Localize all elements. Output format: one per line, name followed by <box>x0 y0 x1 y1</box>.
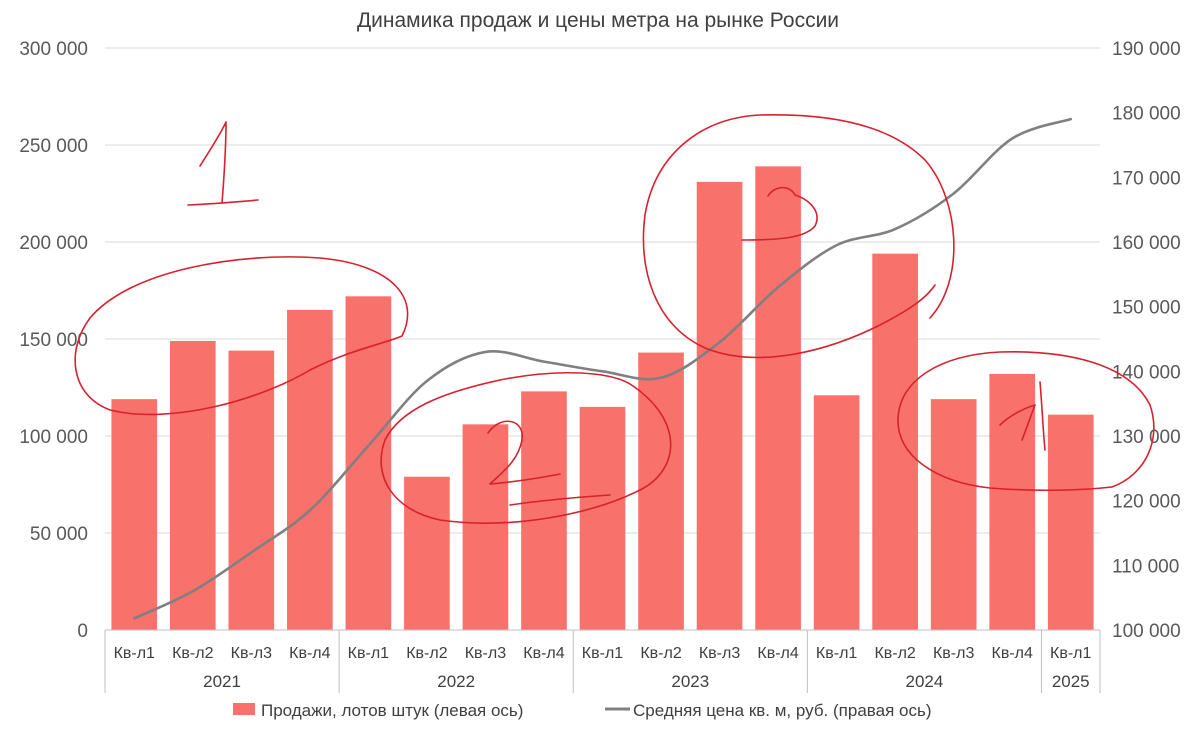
sales-bar <box>1047 414 1094 630</box>
left-tick-label: 300 000 <box>19 39 88 60</box>
bars <box>111 166 1094 631</box>
year-label: 2023 <box>671 672 709 691</box>
annotation-digit-4 <box>999 381 1046 451</box>
category-label: Кв-л1 <box>114 645 155 662</box>
legend: Продажи, лотов штук (левая ось) Средняя ц… <box>233 701 931 720</box>
category-label: Кв-л1 <box>348 645 389 662</box>
category-label: Кв-л4 <box>992 645 1033 662</box>
sales-bar <box>638 352 684 630</box>
right-tick-label: 190 000 <box>1112 39 1181 60</box>
category-label: Кв-л3 <box>465 645 506 662</box>
category-label: Кв-л3 <box>933 645 974 662</box>
right-tick-label: 180 000 <box>1112 104 1181 125</box>
category-label: Кв-л3 <box>699 645 740 662</box>
sales-bar <box>872 253 918 630</box>
right-axis: 100 000 110 000 120 000 130 000 140 000 150 0… <box>1112 39 1181 642</box>
annotation-oval-1 <box>74 256 409 416</box>
right-tick-label: 150 000 <box>1112 298 1181 319</box>
category-label: Кв-л2 <box>874 645 915 662</box>
year-label: 2022 <box>437 672 475 691</box>
category-label: Кв-л3 <box>231 645 272 662</box>
annotation-oval-2 <box>380 371 672 524</box>
right-tick-label: 160 000 <box>1112 233 1181 254</box>
legend-label-price: Средняя цена кв. м, руб. (правая ось) <box>633 701 931 720</box>
category-label: Кв-л2 <box>640 645 681 662</box>
year-label: 2025 <box>1052 672 1090 691</box>
left-tick-label: 200 000 <box>19 233 88 254</box>
legend-label-sales: Продажи, лотов штук (левая ось) <box>261 701 523 720</box>
left-axis: 0 50 000 100 000 150 000 200 000 250 000 300 0… <box>19 39 88 642</box>
annotation-digit-1 <box>187 121 259 206</box>
right-tick-label: 120 000 <box>1112 492 1181 513</box>
left-tick-label: 50 000 <box>30 524 88 545</box>
category-label: Кв-л1 <box>1050 645 1091 662</box>
sales-bar <box>696 181 743 631</box>
sales-bar <box>287 309 333 630</box>
sales-bar <box>404 476 450 630</box>
category-label: Кв-л2 <box>172 645 213 662</box>
category-label: Кв-л2 <box>406 645 447 662</box>
right-tick-label: 100 000 <box>1112 621 1181 642</box>
left-tick-label: 100 000 <box>19 427 88 448</box>
sales-bar <box>169 340 216 630</box>
right-tick-label: 130 000 <box>1112 427 1181 448</box>
annotation-digit-2-right <box>741 186 818 241</box>
sales-bar <box>462 424 509 630</box>
sales-bar <box>989 373 1036 630</box>
sales-bar <box>228 350 275 630</box>
left-tick-label: 0 <box>77 621 88 642</box>
category-label: Кв-л4 <box>757 645 798 662</box>
sales-bar <box>111 399 158 630</box>
right-tick-label: 170 000 <box>1112 168 1181 189</box>
right-tick-label: 140 000 <box>1112 362 1181 383</box>
handwritten-annotations <box>74 113 1155 524</box>
category-label: Кв-л1 <box>816 645 857 662</box>
category-label: Кв-л4 <box>289 645 330 662</box>
sales-bar <box>579 406 626 630</box>
sales-bar <box>521 391 567 630</box>
sales-bar <box>930 399 977 630</box>
sales-bar <box>813 395 860 630</box>
annotation-oval-3 <box>642 113 955 359</box>
category-label: Кв-л1 <box>582 645 623 662</box>
annotation-oval-4 <box>897 351 1155 492</box>
left-tick-label: 150 000 <box>19 330 88 351</box>
year-label: 2021 <box>203 672 241 691</box>
legend-swatch-sales <box>233 703 255 715</box>
chart-title: Динамика продаж и цены метра на рынке Ро… <box>357 9 839 32</box>
left-tick-label: 250 000 <box>19 136 88 157</box>
year-label: 2024 <box>905 672 943 691</box>
category-axis: Кв-л1 Кв-л2 Кв-л3 Кв-л4 Кв-л1 Кв-л2 Кв-л3 Кв-л4… <box>104 629 1101 693</box>
price-line <box>132 117 1073 620</box>
annotation-digit-2-left <box>487 420 611 506</box>
sales-bar <box>755 166 801 630</box>
right-tick-label: 110 000 <box>1112 556 1179 577</box>
category-label: Кв-л4 <box>523 645 564 662</box>
price-line-path <box>132 117 1073 620</box>
